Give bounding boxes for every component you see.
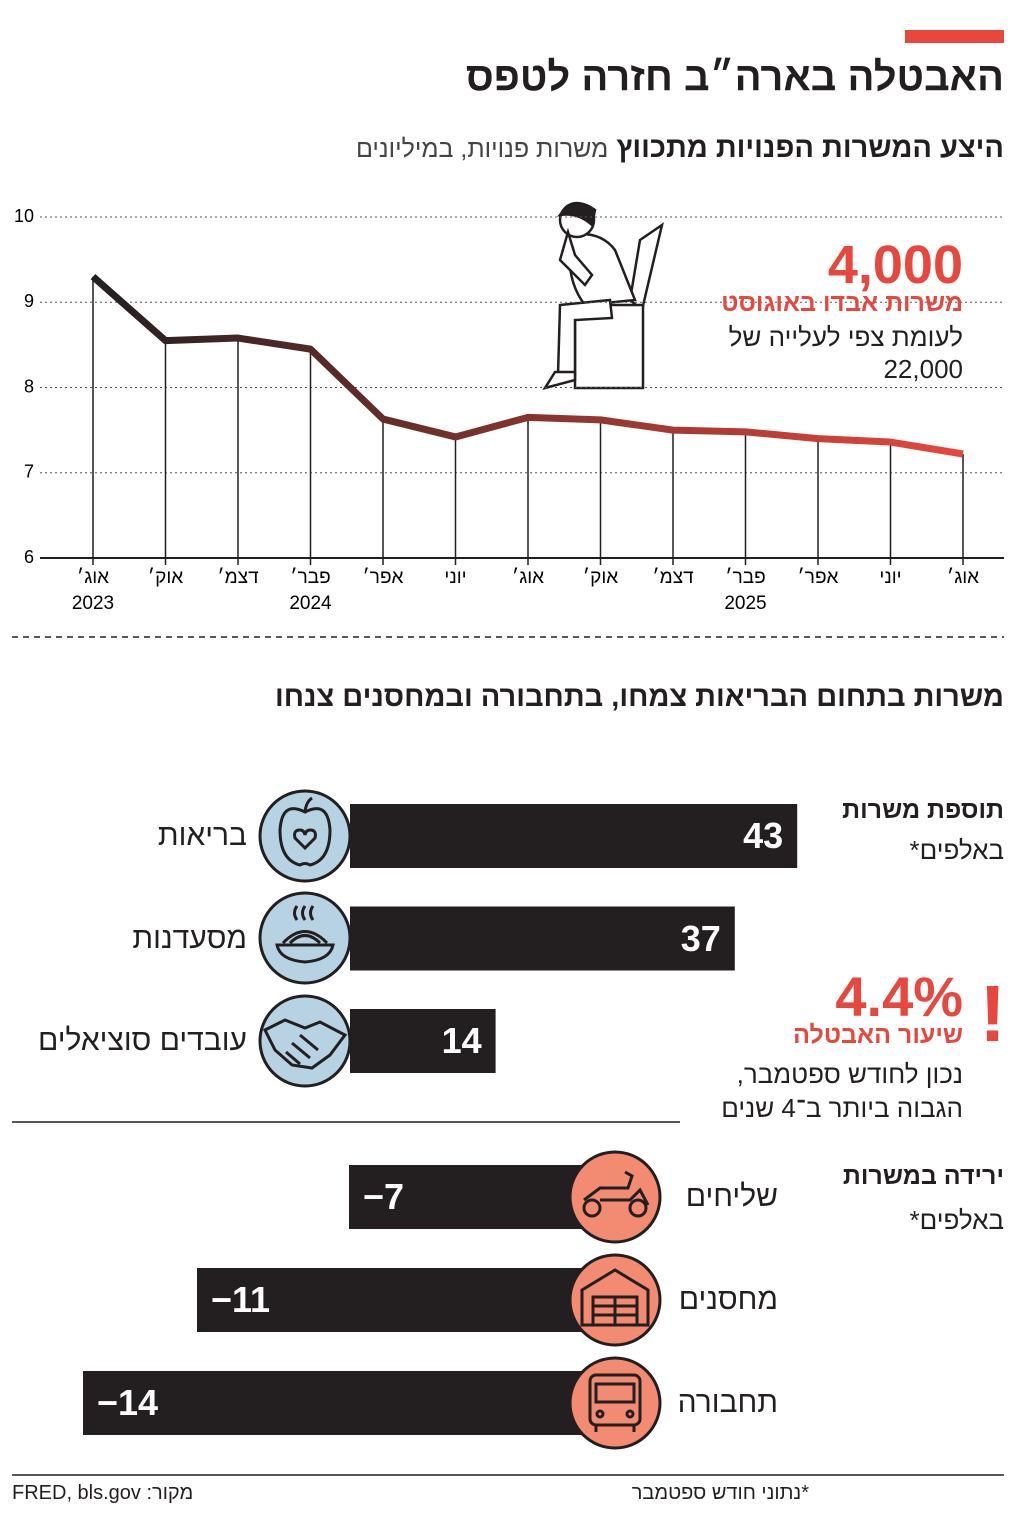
x-tick-label: פבר׳ <box>725 567 765 588</box>
group-unit: באלפים* <box>909 835 1004 865</box>
group-unit: באלפים* <box>909 1205 1004 1235</box>
person-illustration <box>542 201 664 391</box>
callout-line: נכון לחודש ספטמבר, <box>736 1059 963 1089</box>
x-tick-label: פבר׳ <box>290 567 330 588</box>
chart-title: משרות בתחום הבריאות צמחו, בתחבורה ובמחסנ… <box>274 681 1004 713</box>
category-label: מסעדנות <box>132 921 247 955</box>
x-tick-label: יוני <box>444 567 466 588</box>
x-tick-label: אוק׳ <box>583 567 618 588</box>
x-tick-label: דצמ׳ <box>217 567 259 588</box>
health-icon <box>258 789 352 883</box>
callout-title: שיעור האבטלה <box>793 1021 963 1049</box>
x-tick-label: אוג׳ <box>512 567 544 588</box>
x-tick-label: אוג׳ <box>77 567 109 588</box>
group-label: ירידה במשרות <box>842 1162 1004 1190</box>
group-label: תוספת משרות <box>842 796 1004 824</box>
y-tick-label: 6 <box>24 547 34 567</box>
category-label: בריאות <box>157 819 247 852</box>
callout-value: 4.4% <box>835 965 963 1028</box>
callout-line: הגבוה ביותר ב־4 שנים <box>721 1093 963 1123</box>
chart-subtitle: משרות פנויות, במיליונים <box>355 135 609 163</box>
annotation-note: לעומת צפי לעלייה של <box>728 322 963 352</box>
x-tick-year: 2024 <box>289 593 332 614</box>
annotation-text: משרות אבדו באוגוסט <box>721 289 963 317</box>
value-label: −14 <box>97 1382 159 1423</box>
x-tick-label: אפר׳ <box>798 567 839 588</box>
line <box>90 274 964 458</box>
y-tick-label: 10 <box>14 206 34 226</box>
value-label: 14 <box>441 1020 482 1061</box>
footnote: *נתוני חודש ספטמבר <box>631 1482 809 1504</box>
bus-icon <box>568 1356 662 1450</box>
value-label: 37 <box>680 917 721 959</box>
bar <box>197 1268 615 1332</box>
x-tick-label: דצמ׳ <box>652 567 694 588</box>
accent-bar <box>905 30 1004 43</box>
annotation-value: 4,000 <box>827 235 963 295</box>
social-icon <box>258 994 352 1088</box>
line-chart-heading: היצע המשרות הפנויות מתכווץ משרות פנויות,… <box>355 132 1004 165</box>
x-tick-year: 2025 <box>724 593 766 614</box>
restaurant-icon <box>258 891 352 985</box>
x-tick-label: אוק׳ <box>148 567 183 588</box>
x-tick-label: אפר׳ <box>363 567 404 588</box>
x-tick-year: 2023 <box>72 593 114 614</box>
page-title: האבטלה בארה״ב חזרה לטפס <box>465 55 1004 99</box>
bar <box>83 1371 615 1435</box>
delivery-icon <box>568 1150 662 1244</box>
value-label: −7 <box>363 1176 405 1217</box>
category-label: שליחים <box>685 1180 778 1213</box>
value-label: 43 <box>743 815 784 856</box>
y-tick-label: 7 <box>24 462 34 482</box>
source: מקור: FRED, bls.gov <box>12 1482 194 1504</box>
bar <box>350 906 735 971</box>
chart-title: היצע המשרות הפנויות מתכווץ <box>616 132 1004 164</box>
value-label: −11 <box>211 1279 271 1320</box>
category-label: עובדים סוציאלים <box>38 1024 247 1057</box>
annotation-expected: 22,000 <box>883 354 963 384</box>
y-tick-label: 9 <box>24 291 34 311</box>
x-tick-label: אוג׳ <box>947 567 979 588</box>
bar <box>350 1009 496 1073</box>
bar <box>350 804 798 868</box>
warehouse-icon <box>568 1253 662 1347</box>
y-tick-label: 8 <box>24 376 34 396</box>
category-label: מחסנים <box>678 1283 778 1316</box>
x-tick-label: יוני <box>879 567 901 588</box>
category-label: תחבורה <box>677 1386 778 1419</box>
exclamation: ! <box>979 969 1006 1058</box>
